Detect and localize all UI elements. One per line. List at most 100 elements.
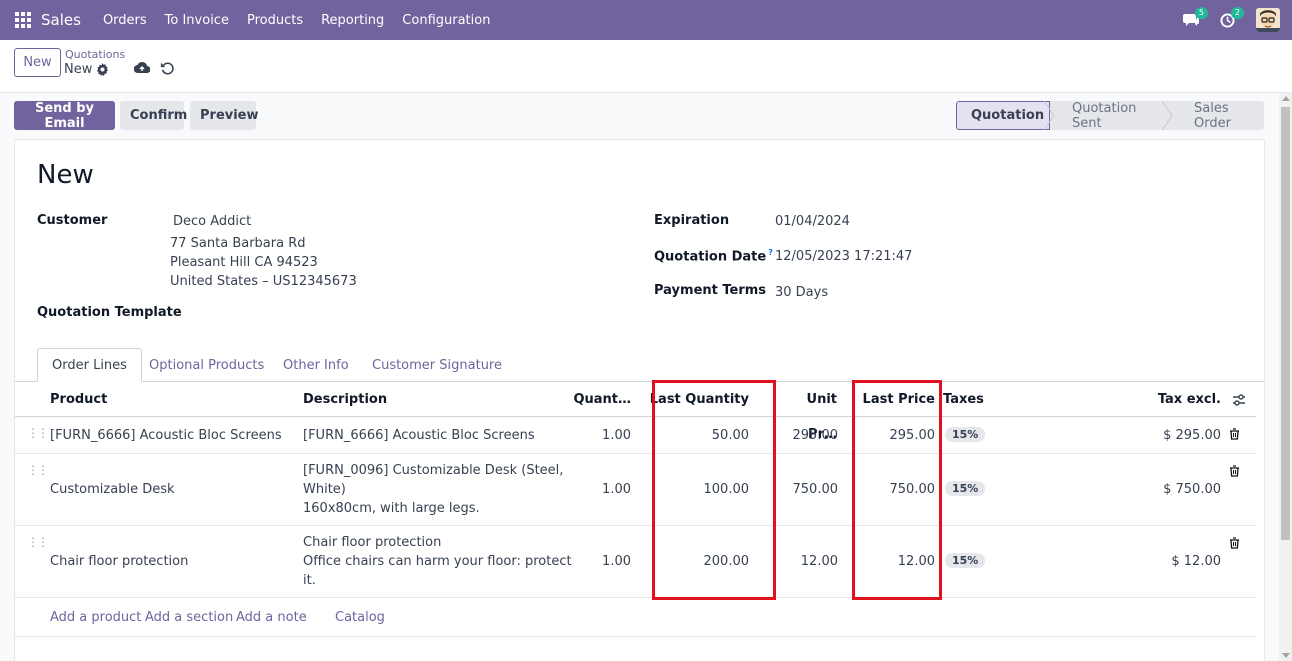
confirm-button[interactable]: Confirm [120, 101, 187, 130]
table-row[interactable]: ⋮⋮ Customizable Desk [FURN_0096] Customi… [15, 454, 1256, 526]
scroll-down-arrow-icon[interactable] [1282, 653, 1290, 658]
gear-icon[interactable] [96, 63, 109, 76]
record-title: New [37, 160, 94, 190]
breadcrumb-parent[interactable]: Quotations [65, 48, 126, 61]
menu-to-invoice[interactable]: To Invoice [164, 12, 229, 28]
catalog-link[interactable]: Catalog [335, 610, 385, 625]
messages-badge: 5 [1194, 7, 1208, 19]
help-tooltip-icon[interactable]: ? [768, 248, 773, 257]
add-note-link[interactable]: Add a note [236, 610, 307, 625]
page-scrollbar[interactable] [1279, 93, 1292, 661]
systray: 5 2 [1166, 0, 1280, 40]
col-unit-price[interactable]: Unit Pr… [806, 392, 837, 442]
top-navbar: Sales Orders To Invoice Products Reporti… [0, 0, 1292, 40]
row-unit-price[interactable]: 750.00 [792, 482, 839, 497]
row-unit-price[interactable]: 295.00 [792, 428, 839, 443]
table-footer-divider [15, 636, 1256, 637]
col-last-quantity[interactable]: Last Quantity [649, 392, 749, 407]
row-product[interactable]: Customizable Desk [50, 482, 175, 497]
breadcrumb-current: New [64, 62, 93, 77]
tax-badge[interactable]: 15% [945, 427, 986, 442]
menu-products[interactable]: Products [246, 12, 304, 28]
menu-reporting[interactable]: Reporting [321, 12, 385, 28]
app-brand[interactable]: Sales [41, 11, 81, 29]
quotation-template-label: Quotation Template [37, 305, 182, 320]
discard-icon[interactable] [160, 61, 174, 75]
tax-badge[interactable]: 15% [945, 553, 986, 568]
messages-button[interactable]: 5 [1180, 7, 1208, 31]
expiration-label: Expiration [654, 213, 730, 228]
row-product[interactable]: [FURN_6666] Acoustic Bloc Screens [50, 428, 282, 443]
row-description-line: Office chairs can harm your floor: prote… [303, 554, 572, 569]
drag-handle-icon[interactable]: ⋮⋮ [27, 535, 49, 549]
stage-quotation[interactable]: Quotation [956, 101, 1050, 130]
col-description[interactable]: Description [303, 392, 388, 407]
control-panel: New Quotations New [0, 40, 1292, 93]
optional-columns-icon[interactable] [1232, 393, 1246, 407]
scroll-thumb[interactable] [1281, 107, 1290, 540]
activities-button[interactable]: 2 [1216, 7, 1244, 31]
row-last-quantity: 200.00 [703, 554, 750, 569]
quotation-date-label: Quotation Date? [654, 248, 773, 265]
row-description[interactable]: [FURN_6666] Acoustic Bloc Screens [303, 428, 535, 443]
customer-address-line: United States – US12345673 [170, 274, 357, 289]
apps-grid-icon[interactable] [15, 12, 31, 28]
table-row[interactable]: ⋮⋮ [FURN_6666] Acoustic Bloc Screens [FU… [15, 417, 1256, 454]
row-description-line: White) [303, 482, 346, 497]
cloud-save-icon[interactable] [134, 61, 150, 75]
table-header: Product Description Quant… Last Quantity… [15, 382, 1256, 442]
col-quantity[interactable]: Quant… [573, 392, 631, 407]
expiration-field[interactable]: 01/04/2024 [775, 214, 850, 229]
customer-address-line: 77 Santa Barbara Rd [170, 236, 306, 251]
row-subtotal: $ 12.00 [1171, 554, 1221, 569]
row-unit-price[interactable]: 12.00 [800, 554, 838, 569]
payment-terms-field[interactable]: 30 Days [775, 285, 829, 300]
scroll-up-arrow-icon[interactable] [1282, 96, 1290, 101]
tab-optional-products[interactable]: Optional Products [149, 357, 265, 373]
row-quantity[interactable]: 1.00 [602, 428, 631, 443]
row-subtotal: $ 295.00 [1163, 428, 1221, 443]
stage-sales-order[interactable]: Sales Order [1172, 101, 1264, 131]
row-last-quantity: 50.00 [711, 428, 749, 443]
chat-icon [1183, 14, 1199, 26]
row-description[interactable]: [FURN_0096] Customizable Desk (Steel, [303, 463, 564, 478]
drag-handle-icon[interactable]: ⋮⋮ [27, 426, 49, 440]
trash-icon[interactable] [1229, 465, 1240, 477]
row-quantity[interactable]: 1.00 [602, 554, 631, 569]
notebook-tabs: Order Lines Optional Products Other Info… [15, 348, 1264, 382]
stage-quotation-sent[interactable]: Quotation Sent [1050, 101, 1172, 131]
row-last-price: 12.00 [897, 554, 935, 569]
trash-icon[interactable] [1229, 428, 1240, 440]
row-description-line: it. [303, 573, 316, 588]
row-quantity[interactable]: 1.00 [602, 482, 631, 497]
drag-handle-icon[interactable]: ⋮⋮ [27, 463, 49, 477]
user-avatar[interactable] [1256, 8, 1280, 32]
row-last-price: 295.00 [889, 428, 936, 443]
tab-order-lines[interactable]: Order Lines [37, 348, 142, 382]
activities-badge: 2 [1230, 7, 1244, 19]
col-last-price[interactable]: Last Price [862, 392, 935, 407]
new-button[interactable]: New [14, 48, 61, 77]
col-taxes[interactable]: Taxes [943, 392, 984, 407]
customer-field[interactable]: Deco Addict [173, 214, 252, 229]
table-row[interactable]: ⋮⋮ Chair floor protection Chair floor pr… [15, 526, 1256, 598]
tab-customer-signature[interactable]: Customer Signature [372, 357, 502, 373]
add-product-link[interactable]: Add a product [50, 610, 142, 625]
trash-icon[interactable] [1229, 537, 1240, 549]
menu-orders[interactable]: Orders [102, 12, 147, 28]
row-product[interactable]: Chair floor protection [50, 554, 189, 569]
tab-other-info[interactable]: Other Info [283, 357, 349, 373]
row-last-quantity: 100.00 [703, 482, 750, 497]
col-product[interactable]: Product [50, 392, 108, 407]
quotation-date-field[interactable]: 12/05/2023 17:21:47 [775, 249, 913, 264]
send-by-email-button[interactable]: Send by Email [14, 101, 115, 131]
col-tax-excl[interactable]: Tax excl. [1157, 392, 1221, 407]
form-sheet: New Customer Deco Addict 77 Santa Barbar… [14, 139, 1265, 661]
add-section-link[interactable]: Add a section [145, 610, 234, 625]
preview-button[interactable]: Preview [190, 101, 259, 130]
row-subtotal: $ 750.00 [1163, 482, 1221, 497]
menu-configuration[interactable]: Configuration [402, 12, 491, 28]
highlight-last-quantity-column [652, 380, 776, 600]
row-description[interactable]: Chair floor protection [303, 535, 442, 550]
tax-badge[interactable]: 15% [945, 481, 986, 496]
